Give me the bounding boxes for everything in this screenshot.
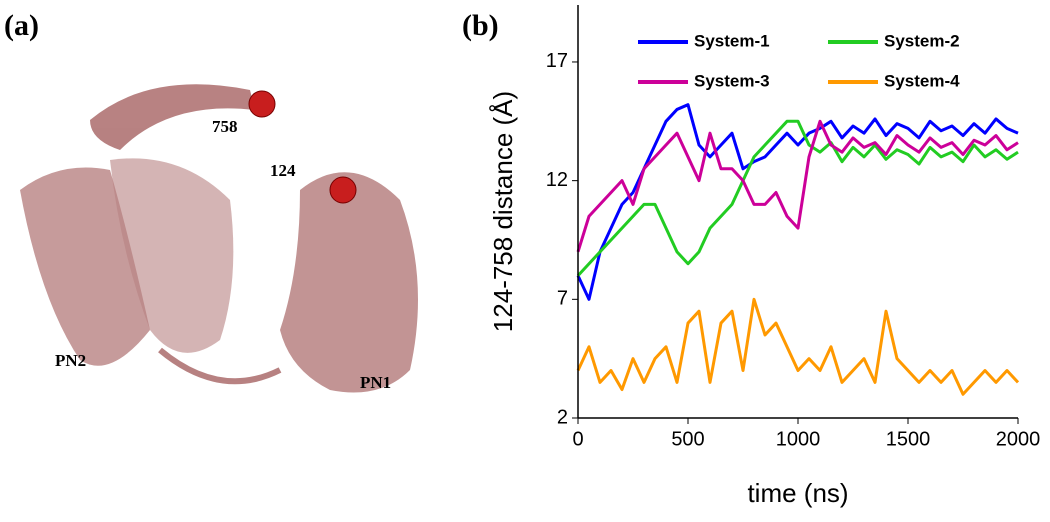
legend-label: System-1 — [694, 31, 770, 50]
loop — [158, 347, 282, 385]
series-line — [576, 103, 1019, 301]
y-tick-label: 12 — [546, 169, 568, 191]
site-label: 124 — [270, 161, 296, 180]
x-tick-label: 500 — [671, 428, 704, 450]
legend-label: System-2 — [884, 31, 960, 50]
site-sphere — [329, 176, 357, 204]
panel-label: (b) — [462, 9, 499, 42]
panel-label: (a) — [4, 9, 39, 42]
protein-structure — [20, 84, 418, 393]
y-tick-label: 17 — [546, 50, 568, 72]
y-tick-label: 7 — [557, 288, 568, 310]
beta-sheet — [90, 84, 255, 150]
x-tick-label: 1500 — [886, 428, 931, 450]
pn1-domain — [280, 172, 418, 393]
x-tick-label: 0 — [572, 428, 583, 450]
legend-label: System-4 — [884, 71, 960, 90]
series-line — [576, 119, 1019, 253]
domain-label: PN1 — [360, 373, 391, 392]
x-tick-label: 1000 — [776, 428, 821, 450]
series-line — [576, 119, 1019, 277]
pn2-domain — [20, 167, 150, 366]
core — [110, 158, 234, 353]
site-label: 758 — [212, 117, 238, 136]
legend-label: System-3 — [694, 71, 770, 90]
y-axis-label: 124-758 distance (Å) — [488, 91, 518, 332]
series-line — [576, 297, 1020, 396]
domain-label: PN2 — [55, 351, 86, 370]
x-axis-label: time (ns) — [747, 478, 848, 508]
site-sphere — [248, 90, 276, 118]
y-tick-label: 2 — [557, 406, 568, 428]
x-tick-label: 2000 — [996, 428, 1041, 450]
